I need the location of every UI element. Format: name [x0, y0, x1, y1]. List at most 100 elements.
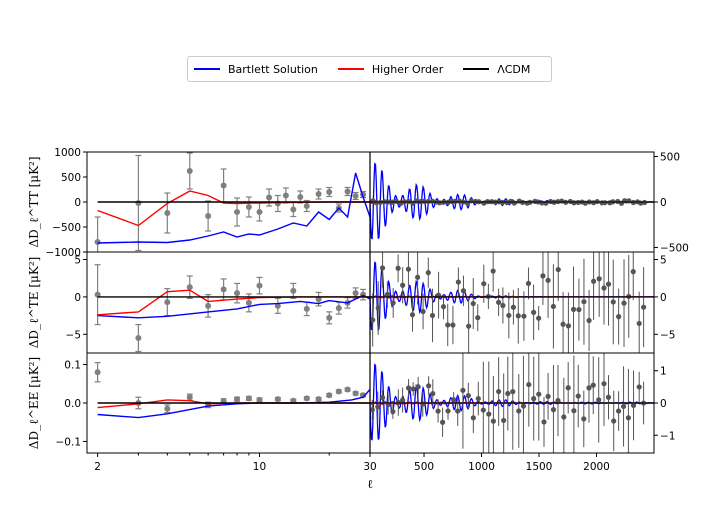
data-point	[561, 414, 567, 420]
y-axis-label: ΔD_ℓ^EE [μK²]	[27, 357, 41, 449]
legend-swatch-bartlett	[194, 68, 220, 70]
data-point	[415, 274, 421, 280]
data-point	[94, 239, 101, 245]
y-axis-label: ΔD_ℓ^TT [μK²]	[27, 156, 41, 247]
data-point	[481, 281, 487, 287]
data-point	[611, 418, 617, 424]
data-point	[521, 313, 527, 319]
data-point	[575, 393, 581, 399]
data-point	[576, 307, 582, 313]
data-point	[274, 302, 281, 309]
legend-item-higher-order: Higher Order	[337, 62, 444, 76]
data-point	[335, 388, 342, 395]
legend-label-higher-order: Higher Order	[371, 62, 444, 76]
data-point	[515, 313, 521, 319]
x-tick-label: 2000	[583, 461, 610, 473]
data-point	[186, 168, 193, 174]
data-point	[370, 317, 376, 323]
x-tick-label: 2	[94, 461, 101, 473]
data-point	[274, 396, 281, 403]
data-point	[630, 269, 636, 275]
data-point	[565, 323, 571, 329]
data-point	[490, 268, 496, 274]
y-tick-label-right: 0	[660, 398, 667, 410]
series-line-high-l	[369, 363, 654, 441]
data-point	[536, 391, 542, 397]
data-point	[245, 395, 252, 402]
data-point	[430, 390, 436, 397]
y-tick-label-right: −5	[660, 329, 675, 341]
data-point	[541, 419, 547, 425]
y-tick-label: 1000	[54, 147, 81, 159]
x-tick-label: 1000	[468, 461, 495, 473]
data-point	[450, 322, 456, 328]
y-tick-label-right: −1	[660, 430, 675, 442]
data-point	[205, 213, 212, 219]
legend-item-lcdm: ΛCDM	[463, 63, 530, 76]
data-point	[543, 200, 549, 206]
data-point	[94, 291, 101, 298]
y-tick-label: 5	[74, 254, 81, 266]
data-point	[506, 312, 512, 319]
data-point	[400, 397, 406, 403]
data-point	[625, 415, 632, 421]
data-point	[466, 323, 472, 329]
data-point	[505, 390, 511, 397]
data-point	[326, 189, 333, 195]
y-tick-label: 0	[74, 197, 81, 209]
y-tick-label-right: 500	[660, 152, 680, 164]
y-tick-label: −0.1	[56, 436, 82, 448]
data-point	[496, 299, 502, 305]
data-point	[641, 304, 647, 310]
data-point	[510, 389, 516, 395]
data-point	[390, 408, 396, 415]
legend-label-bartlett: Bartlett Solution	[228, 62, 318, 76]
data-point	[596, 397, 602, 403]
y-tick-label-right: 5	[660, 254, 667, 266]
data-point	[525, 280, 532, 287]
data-point	[616, 314, 622, 320]
data-point	[384, 291, 390, 298]
legend-swatch-higher-order	[337, 68, 364, 70]
data-point	[536, 315, 542, 321]
data-point	[420, 401, 426, 407]
y-tick-label: 500	[61, 172, 81, 184]
data-point	[490, 418, 496, 424]
data-point	[94, 369, 101, 376]
data-point	[555, 266, 561, 273]
data-point	[373, 200, 379, 206]
data-point	[220, 182, 227, 189]
legend: Bartlett Solution Higher Order ΛCDM	[187, 56, 552, 82]
data-point	[135, 200, 142, 206]
y-tick-label-right: 1	[660, 366, 667, 378]
data-point	[220, 286, 227, 293]
data-point	[602, 200, 608, 206]
data-point	[393, 198, 399, 204]
data-point	[375, 404, 381, 410]
data-point	[621, 300, 627, 306]
data-point	[586, 385, 592, 391]
data-point	[511, 200, 517, 206]
data-point	[440, 419, 446, 425]
data-point	[620, 403, 627, 410]
series-line	[97, 172, 371, 244]
x-tick-label: 30	[363, 461, 376, 473]
panel-ee: 0.1 0.0 −0.1 1 0 −1 ΔD_ℓ^EE [μK²]	[27, 352, 675, 454]
data-point	[290, 397, 297, 404]
data-point	[486, 411, 492, 417]
data-point	[405, 385, 412, 391]
data-point	[344, 188, 351, 195]
x-tick-label: 10	[253, 461, 266, 473]
y-tick-label-right: 0	[660, 292, 667, 304]
data-point	[510, 304, 517, 310]
data-point	[500, 302, 506, 309]
x-axis-label: ℓ	[367, 477, 373, 491]
data-point	[395, 265, 401, 271]
y-tick-label: 0.0	[64, 398, 81, 410]
data-point	[186, 394, 193, 401]
x-axis: 2 10 30 500 1000 1500 2000	[94, 453, 610, 473]
data-point	[520, 403, 527, 409]
data-point	[636, 384, 642, 390]
data-point	[545, 393, 551, 399]
data-point	[516, 408, 522, 414]
